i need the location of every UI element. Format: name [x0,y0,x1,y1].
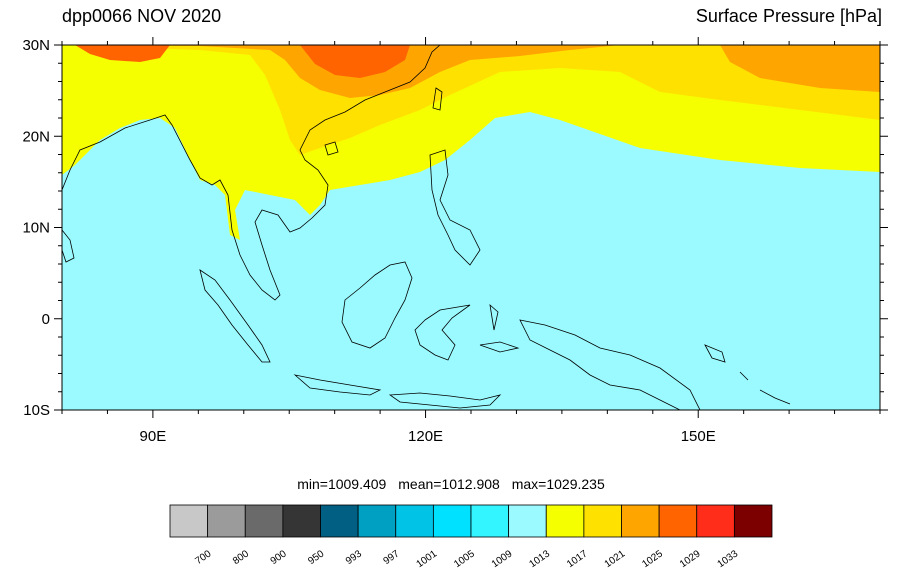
colorbar-label: 1021 [603,548,628,570]
colorbar-label: 1017 [565,548,590,570]
colorbar-swatch [320,504,359,538]
colorbar-label: 997 [381,548,401,567]
colorbar-swatch [282,504,321,538]
lat-label: 10N [22,220,50,237]
stat-min: min=1009.409 [297,476,387,492]
colorbar-label: 700 [193,548,213,567]
lat-label: 10S [23,402,50,419]
pressure-field [62,45,880,410]
coastline-bismarck [704,344,791,405]
colorbar-label: 993 [344,548,364,567]
field-statistics: min=1009.409 mean=1012.908 max=1029.235 [0,476,902,492]
colorbar-label: 1001 [415,548,440,570]
lon-label: 90E [140,428,167,445]
colorbar-swatch [696,504,735,538]
map-title: dpp0066 NOV 2020 [62,6,222,26]
colorbar-label: 1009 [490,548,515,570]
coastline-new-guinea [519,319,701,410]
coastline-mainland-asia [62,45,441,301]
stat-mean: mean=1012.908 [398,476,500,492]
colorbar-label: 900 [269,548,289,567]
colorbar-label: 1029 [678,548,703,570]
coastline-hainan [324,141,339,156]
lat-label: 0 [42,311,50,328]
colorbar-label: 1025 [640,548,665,570]
coastline-maluku [479,303,520,353]
coastline-sulawesi [414,304,471,361]
colorbar-swatch [470,504,510,538]
colorbar-swatch [395,504,434,538]
pressure-band-1021-1025-east [735,45,880,88]
coastline-lesser-sunda [388,392,502,409]
lon-label: 150E [681,428,716,445]
colorbar-swatch [733,504,773,538]
colorbar-swatch [508,504,547,538]
colorbar-swatch [621,504,660,538]
lat-label: 20N [22,128,50,145]
colorbar-label: 1013 [527,548,552,570]
colorbar-label: 1033 [716,548,741,570]
pressure-band-1017-1021 [62,45,880,155]
coastline-sumatra [199,269,271,363]
colorbar-swatch [583,504,622,538]
colorbar-label: 950 [306,548,326,567]
coastlines [62,45,791,410]
colorbar: 700 800 900 950 993 997 1001 1005 1009 1013 1017 10… [169,504,773,570]
axis-labels: 30N 20N 10N 0 10S 90E 120E 150E [22,37,715,445]
colorbar-swatch [244,504,284,538]
colorbar-swatch [207,504,246,538]
colorbar-swatch [658,504,698,538]
colorbar-swatch [357,504,397,538]
stat-max: max=1029.235 [511,476,605,492]
colorbar-label: 800 [231,548,251,567]
pressure-band-1025-1029-west [75,45,170,62]
coastline-java [293,374,382,396]
coastline-sri-lanka [62,229,75,263]
coastline-borneo [341,261,413,349]
colorbar-swatch [169,504,209,538]
variable-title: Surface Pressure [hPa] [695,6,882,26]
colorbar-swatch [545,504,585,538]
lon-label: 120E [408,428,443,445]
pressure-band-1025-1029 [300,45,410,78]
colorbar-swatch [432,504,472,538]
axis-ticks [54,37,888,418]
lat-label: 30N [22,37,50,54]
coastline-philippines [429,149,481,266]
coastline-taiwan [432,87,443,111]
colorbar-label: 1005 [452,548,477,570]
